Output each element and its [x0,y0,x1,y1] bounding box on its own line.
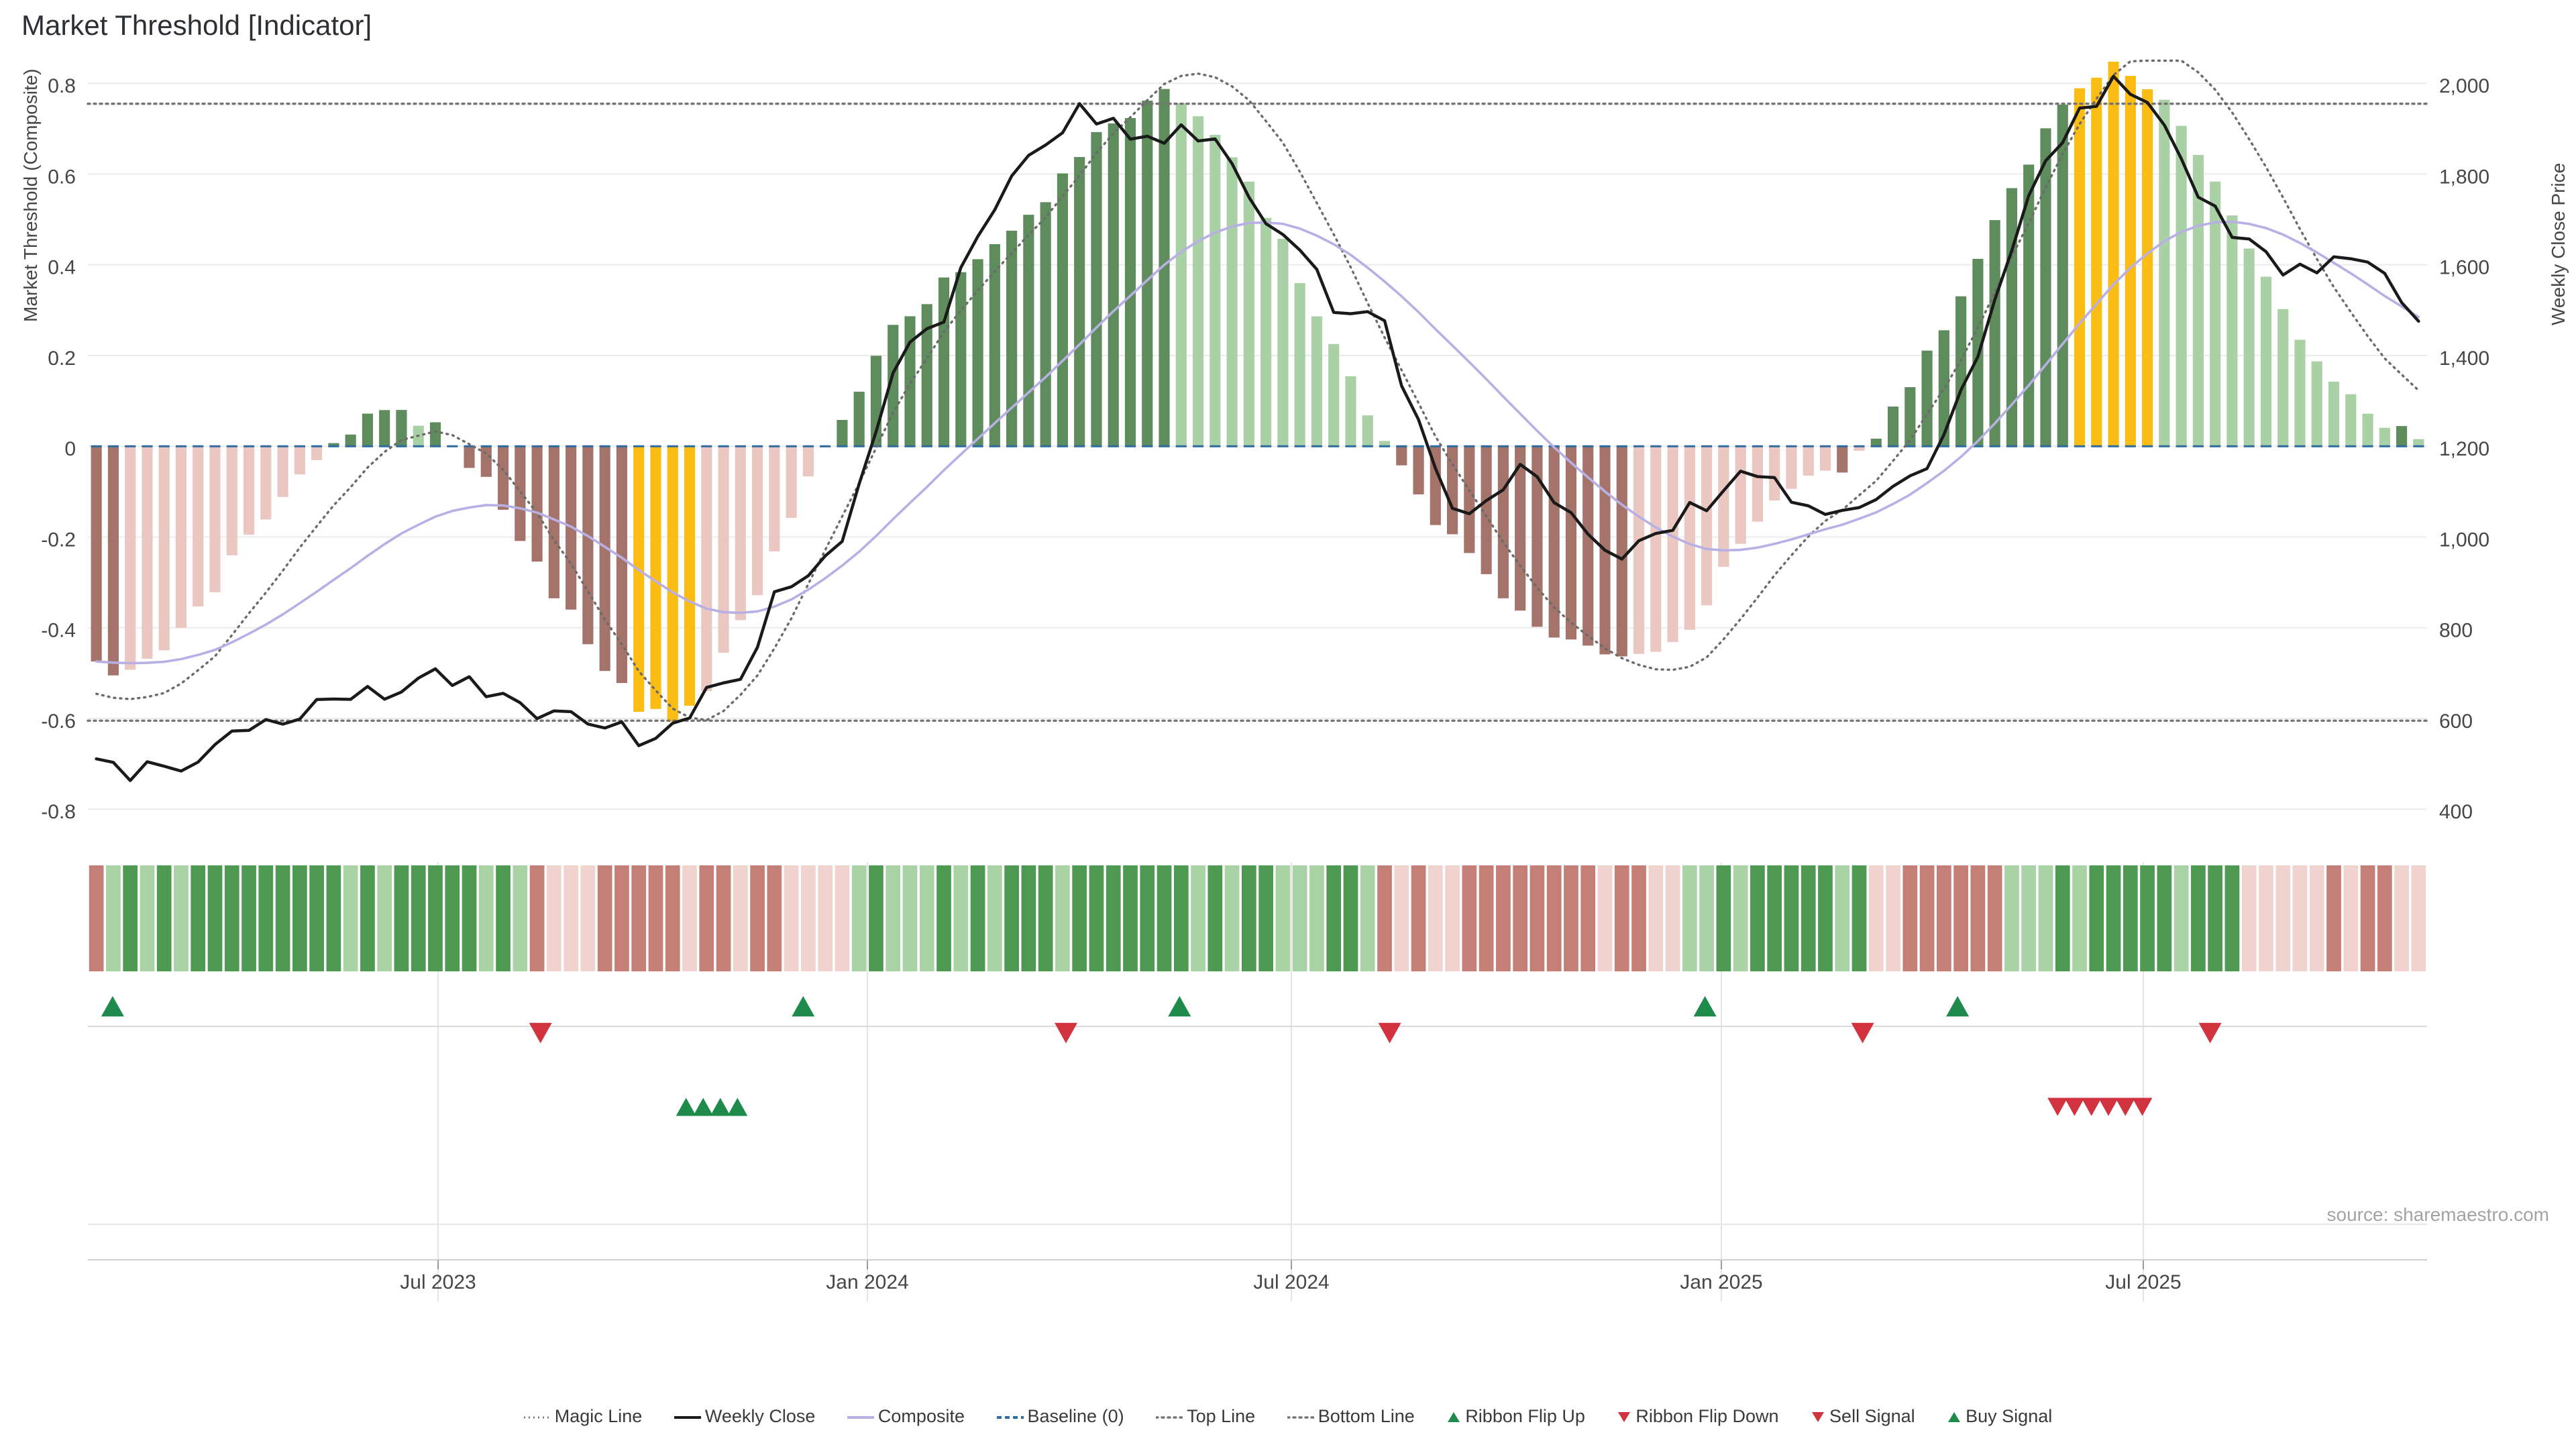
svg-text:Jul 2025: Jul 2025 [2105,1271,2181,1293]
svg-text:400: 400 [2439,801,2473,823]
svg-text:1,800: 1,800 [2439,166,2489,188]
svg-text:-0.4: -0.4 [41,620,76,642]
svg-text:1,000: 1,000 [2439,529,2489,551]
svg-text:-0.8: -0.8 [41,801,76,823]
svg-text:Jan 2024: Jan 2024 [826,1271,908,1293]
svg-text:Jul 2023: Jul 2023 [400,1271,476,1293]
svg-text:1,200: 1,200 [2439,438,2489,460]
svg-text:-0.2: -0.2 [41,529,76,551]
svg-text:1,600: 1,600 [2439,257,2489,279]
svg-text:0.2: 0.2 [48,347,76,370]
svg-text:0: 0 [64,438,76,460]
svg-text:-0.6: -0.6 [41,710,76,733]
svg-text:0.4: 0.4 [48,257,76,279]
svg-text:Jul 2024: Jul 2024 [1253,1271,1329,1293]
svg-text:2,000: 2,000 [2439,75,2489,97]
svg-text:0.6: 0.6 [48,166,76,188]
svg-text:800: 800 [2439,620,2473,642]
svg-text:1,400: 1,400 [2439,347,2489,370]
svg-text:0.8: 0.8 [48,75,76,97]
svg-text:600: 600 [2439,710,2473,733]
svg-text:Jan 2025: Jan 2025 [1680,1271,1762,1293]
